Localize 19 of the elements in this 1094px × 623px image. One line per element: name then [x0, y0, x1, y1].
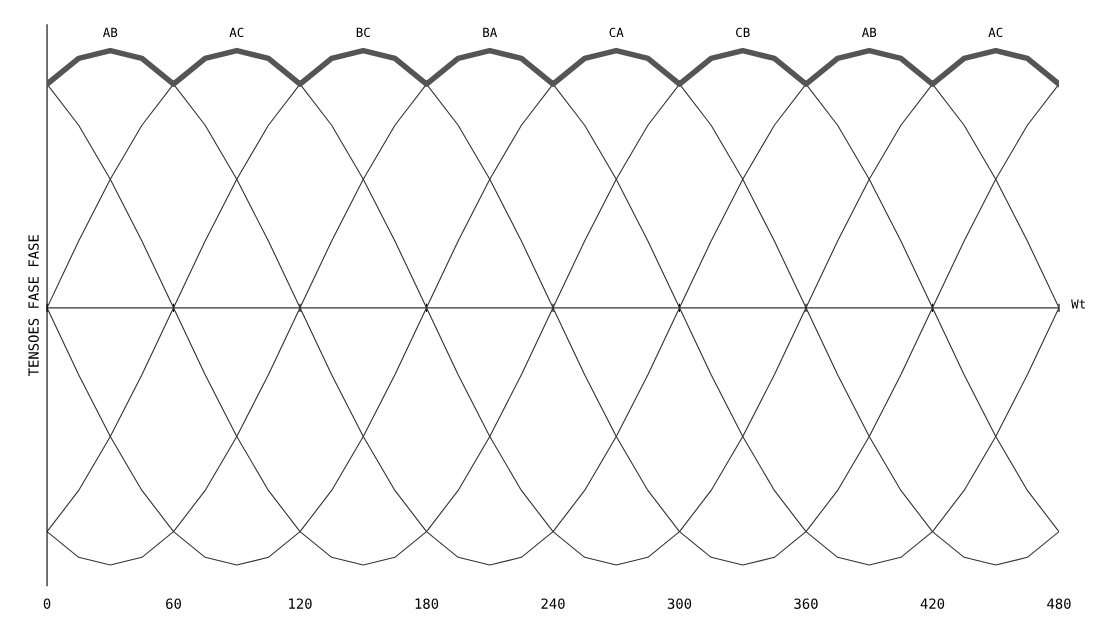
x-tick-label: 480: [1047, 598, 1071, 609]
x-tick-label: 300: [667, 598, 692, 609]
annotation: AB: [102, 27, 118, 37]
x-tick-label: 60: [166, 598, 181, 609]
x-tick-label: 0: [43, 598, 51, 609]
x-tick-label: 360: [794, 598, 818, 609]
x-tick-label: 120: [289, 598, 312, 609]
annotation: BC: [356, 27, 370, 38]
x-axis-title: Wt: [1071, 299, 1085, 309]
annotation: AB: [861, 27, 877, 37]
y-axis-title: TENSOES FASE FASE: [28, 235, 39, 377]
x-tick-label: 420: [920, 598, 945, 609]
x-tick-label: 240: [541, 598, 565, 609]
x-tick-label: 180: [415, 598, 439, 609]
annotation: AC: [988, 27, 1003, 38]
annotation: CB: [736, 27, 750, 38]
annotation: BA: [483, 27, 498, 37]
annotation: AC: [229, 27, 244, 38]
annotation: CA: [609, 27, 624, 38]
